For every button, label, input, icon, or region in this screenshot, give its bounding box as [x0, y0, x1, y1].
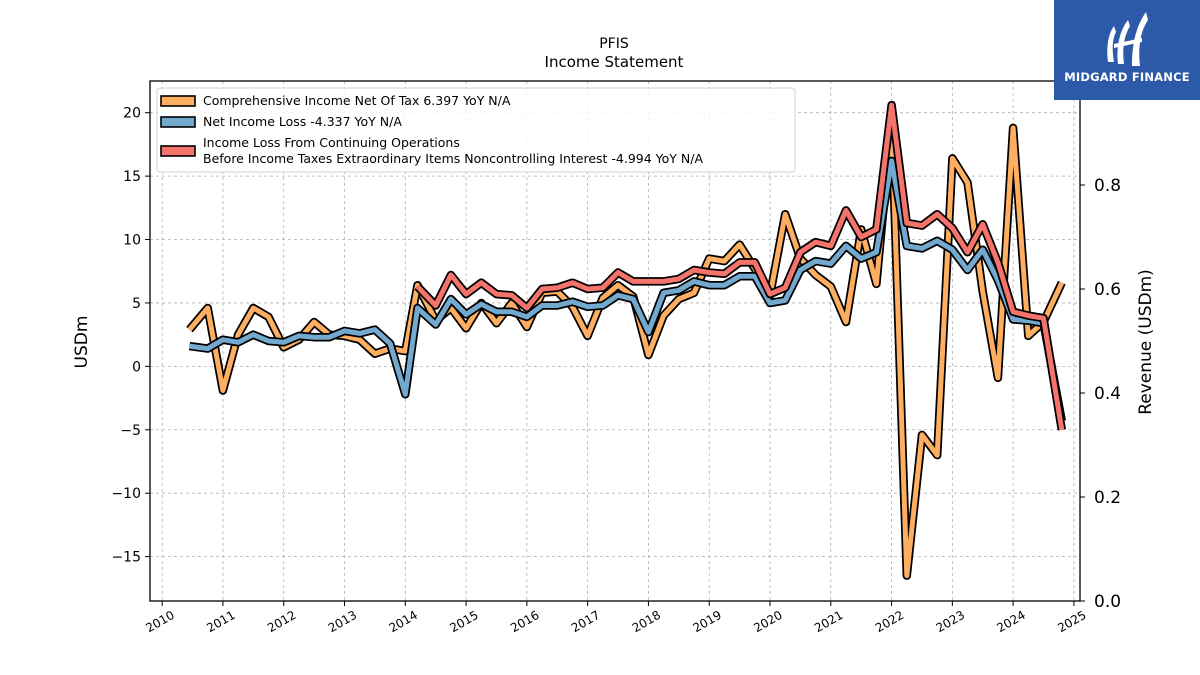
series-outline-1 [186, 117, 1066, 580]
y-tick-label: 0 [132, 359, 141, 375]
legend-box [156, 87, 796, 173]
x-tick-label: 2020 [751, 608, 784, 635]
x-tick-label: 2019 [690, 608, 723, 635]
x-axis: 2010 2011 2012 2013 2014 2015 2016 2017 2018 2019… [143, 601, 1089, 635]
series-line-2 [189, 158, 1065, 422]
legend-swatch-3 [160, 145, 196, 157]
x-tick-label: 2011 [204, 608, 237, 635]
y-tick-label: −5 [120, 423, 141, 439]
midgard-finance-logo: MIDGARD FINANCE [1054, 0, 1200, 100]
y-tick-label: 15 [123, 169, 141, 185]
y2-tick-label: 0.4 [1094, 384, 1121, 404]
y-tick-label: −10 [111, 486, 141, 502]
legend-swatch-2 [160, 116, 196, 128]
legend-label-3: Income Loss From Continuing Operations [203, 135, 460, 150]
series-line-3 [415, 102, 1065, 431]
x-tick-label: 2016 [508, 608, 541, 635]
y2-axis-label: Revenue (USDm) [1136, 269, 1156, 415]
legend-label-1: Comprehensive Income Net Of Tax 6.397 Yo… [203, 93, 511, 108]
x-tick-label: 2018 [630, 608, 663, 635]
y2-tick-label: 0.6 [1094, 280, 1121, 300]
x-tick-label: 2021 [812, 608, 845, 635]
x-tick-label: 2014 [387, 608, 420, 635]
legend-label-2: Net Income Loss -4.337 YoY N/A [203, 114, 402, 129]
x-tick-label: 2024 [994, 608, 1027, 635]
y-tick-label: 5 [132, 296, 141, 312]
y-tick-label: 20 [123, 106, 141, 122]
plot-frame [149, 80, 1081, 602]
x-tick-label: 2023 [934, 608, 967, 635]
series-lines [186, 100, 1066, 580]
legend-swatch-1 [160, 95, 196, 107]
y-tick-label: 10 [123, 233, 141, 249]
logo-mark-icon [1107, 12, 1148, 66]
x-tick-label: 2022 [873, 608, 906, 635]
right-y-axis: 0.0 0.2 0.4 0.6 0.8 [1080, 176, 1121, 612]
y2-tick-label: 0.8 [1094, 176, 1121, 196]
x-tick-label: 2013 [326, 608, 359, 635]
left-y-axis: −15 −10 −5 0 5 10 15 20 [111, 106, 150, 566]
x-tick-label: 2025 [1055, 608, 1088, 635]
logo-text: MIDGARD FINANCE [1064, 70, 1190, 84]
x-tick-label: 2012 [265, 608, 298, 635]
legend-label-3: Before Income Taxes Extraordinary Items … [203, 151, 703, 166]
x-tick-label: 2017 [569, 608, 602, 635]
y-axis-label: USDm [72, 316, 92, 369]
chart-subtitle: Income Statement [545, 53, 684, 71]
y-tick-label: −15 [111, 550, 141, 566]
x-tick-label: 2010 [143, 608, 176, 635]
y2-tick-label: 0.0 [1094, 592, 1121, 612]
y2-tick-label: 0.2 [1094, 488, 1121, 508]
x-tick-label: 2015 [447, 608, 480, 635]
legend: Comprehensive Income Net Of Tax 6.397 Yo… [156, 87, 796, 173]
series-line-1 [187, 119, 1065, 579]
chart-title: PFIS [599, 36, 629, 52]
